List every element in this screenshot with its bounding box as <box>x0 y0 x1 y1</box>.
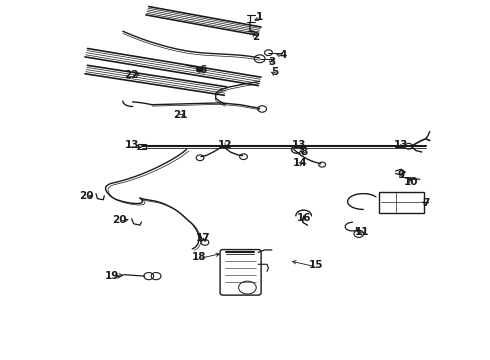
Text: 16: 16 <box>296 213 311 222</box>
Text: 9: 9 <box>398 170 405 180</box>
Text: 19: 19 <box>105 271 119 281</box>
Text: 20: 20 <box>79 191 94 201</box>
Text: 22: 22 <box>124 70 139 80</box>
Text: 21: 21 <box>173 110 188 120</box>
Text: 14: 14 <box>293 158 307 168</box>
Text: 20: 20 <box>112 215 126 225</box>
Text: 13: 13 <box>124 140 139 150</box>
Text: 10: 10 <box>404 177 418 187</box>
Text: 18: 18 <box>192 252 206 262</box>
Circle shape <box>196 68 202 72</box>
Text: 11: 11 <box>355 227 369 237</box>
Text: 4: 4 <box>279 50 287 60</box>
Text: 12: 12 <box>218 140 233 150</box>
Text: 6: 6 <box>200 64 207 75</box>
Text: 15: 15 <box>309 260 323 270</box>
Text: 1: 1 <box>256 12 263 22</box>
Text: 7: 7 <box>422 198 429 208</box>
Text: 8: 8 <box>300 147 307 157</box>
Text: 3: 3 <box>268 57 275 67</box>
Text: 17: 17 <box>196 233 211 243</box>
Text: 2: 2 <box>252 32 259 41</box>
Text: 13: 13 <box>394 140 409 150</box>
Text: 5: 5 <box>270 67 278 77</box>
Text: 13: 13 <box>292 140 306 150</box>
